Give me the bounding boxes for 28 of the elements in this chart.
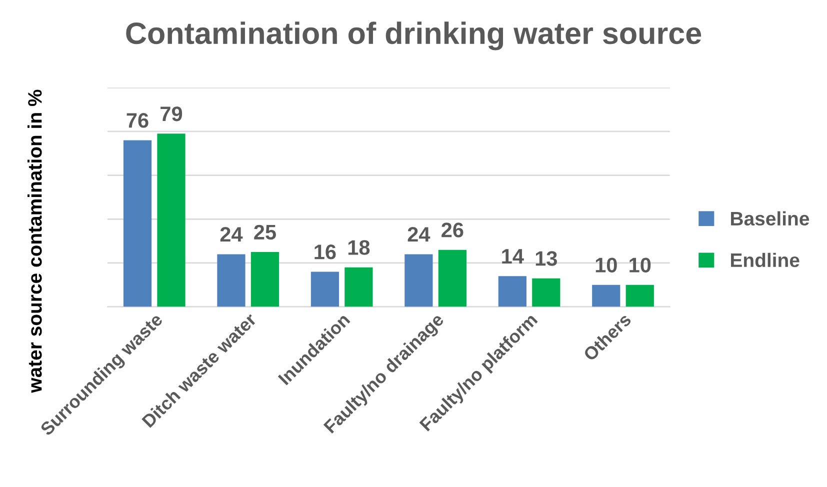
bar bbox=[404, 254, 433, 307]
legend-label: Baseline bbox=[731, 211, 810, 226]
data-label: 10 bbox=[630, 258, 651, 272]
bar bbox=[438, 250, 466, 307]
y-axis-title: water source contamination in % bbox=[28, 90, 42, 393]
data-label: 13 bbox=[536, 251, 557, 266]
data-label: 14 bbox=[502, 249, 524, 264]
bar bbox=[626, 284, 654, 307]
data-label: 76 bbox=[126, 113, 148, 128]
data-label: 10 bbox=[596, 258, 617, 272]
legend-label: Endline bbox=[731, 252, 800, 268]
bar bbox=[123, 140, 152, 307]
bar bbox=[217, 254, 246, 307]
data-label: 16 bbox=[314, 244, 336, 260]
bar bbox=[344, 267, 373, 307]
data-label: 79 bbox=[160, 106, 182, 122]
bar bbox=[532, 278, 560, 307]
data-label: 18 bbox=[348, 240, 370, 255]
bar bbox=[157, 134, 186, 307]
chart-title: Contamination of drinking water source bbox=[126, 22, 702, 50]
data-label: 26 bbox=[442, 222, 464, 238]
bar bbox=[498, 276, 526, 307]
data-label: 24 bbox=[220, 227, 243, 242]
bar bbox=[310, 272, 340, 307]
data-label: 24 bbox=[408, 227, 430, 242]
data-label: 25 bbox=[254, 224, 276, 240]
bar bbox=[592, 284, 620, 307]
bar bbox=[250, 252, 280, 307]
